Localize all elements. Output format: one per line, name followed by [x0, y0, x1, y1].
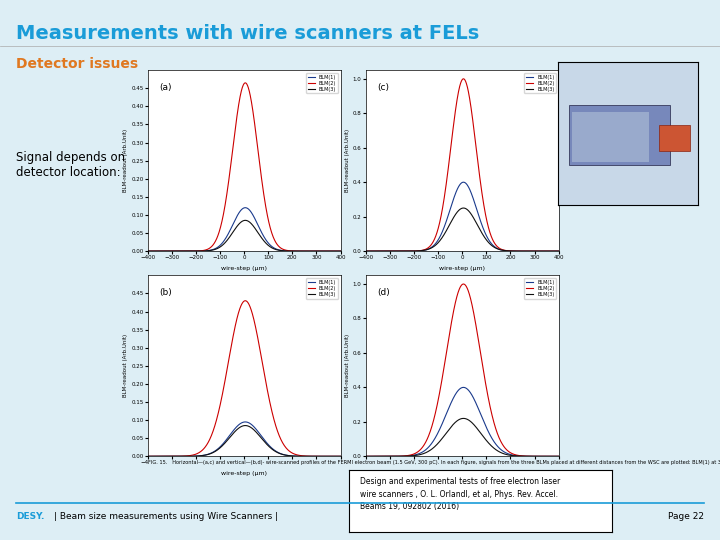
- Y-axis label: BLM-readout (Arb.Unit): BLM-readout (Arb.Unit): [345, 129, 350, 192]
- Text: Signal depends on
detector location:: Signal depends on detector location:: [16, 151, 125, 179]
- Text: Measurements with wire scanners at FELs: Measurements with wire scanners at FELs: [16, 24, 479, 43]
- X-axis label: wire-step (μm): wire-step (μm): [439, 266, 485, 271]
- Legend: BLM(1), BLM(2), BLM(3): BLM(1), BLM(2), BLM(3): [524, 278, 557, 299]
- Text: Detector issues: Detector issues: [16, 57, 138, 71]
- Text: (d): (d): [377, 288, 390, 297]
- Text: Design and experimental tests of free electron laser
wire scanners , O. L. Orlan: Design and experimental tests of free el…: [360, 477, 560, 511]
- Text: (c): (c): [377, 83, 390, 92]
- Legend: BLM(1), BLM(2), BLM(3): BLM(1), BLM(2), BLM(3): [306, 73, 338, 93]
- X-axis label: wire-step (μm): wire-step (μm): [439, 471, 485, 476]
- Bar: [659, 125, 690, 151]
- Text: Page 22: Page 22: [668, 512, 704, 521]
- Bar: [570, 105, 670, 165]
- Y-axis label: BLM-readout (Arb.Unit): BLM-readout (Arb.Unit): [345, 334, 350, 397]
- X-axis label: wire-step (μm): wire-step (μm): [221, 471, 267, 476]
- Legend: BLM(1), BLM(2), BLM(3): BLM(1), BLM(2), BLM(3): [524, 73, 557, 93]
- Text: | Beam size measurements using Wire Scanners |: | Beam size measurements using Wire Scan…: [54, 512, 278, 521]
- Y-axis label: BLM-readout (Arb.Unit): BLM-readout (Arb.Unit): [123, 129, 128, 192]
- Text: (b): (b): [159, 288, 172, 297]
- Y-axis label: BLM-readout (Arb.Unit): BLM-readout (Arb.Unit): [123, 334, 128, 397]
- X-axis label: wire-step (μm): wire-step (μm): [221, 266, 267, 271]
- Bar: [572, 112, 649, 162]
- Text: DESY.: DESY.: [16, 512, 44, 521]
- Text: (a): (a): [159, 83, 171, 92]
- Text: FIG. 15.   Horizontal—(a,c) and vertical—(b,d)- wire-scanned profiles of the FER: FIG. 15. Horizontal—(a,c) and vertical—(…: [148, 460, 720, 465]
- Legend: BLM(1), BLM(2), BLM(3): BLM(1), BLM(2), BLM(3): [306, 278, 338, 299]
